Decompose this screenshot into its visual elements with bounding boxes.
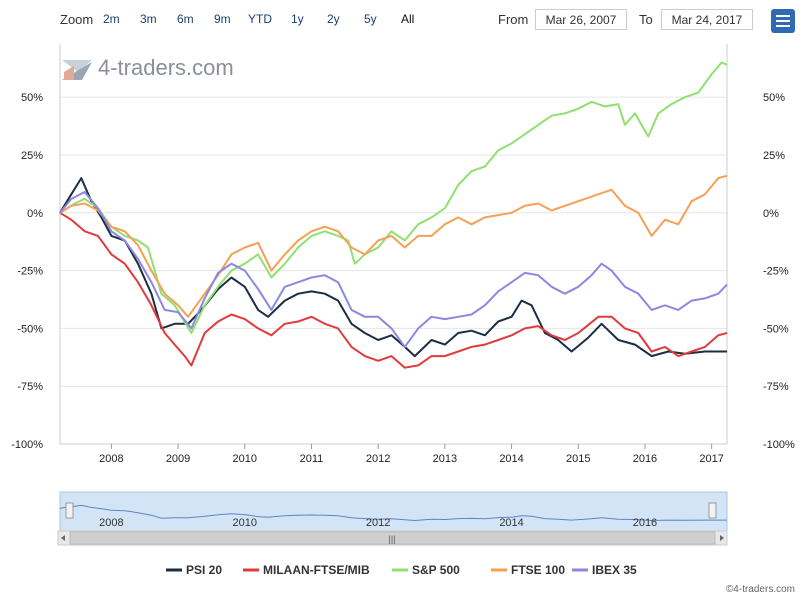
- x-tick-label: 2016: [633, 453, 657, 465]
- series-lines: [59, 61, 728, 369]
- menu-icon-bar: [776, 25, 790, 27]
- watermark: 4-traders.com: [62, 55, 234, 80]
- navigator-year-label: 2016: [633, 517, 657, 529]
- y-tick-label-right: -50%: [763, 323, 789, 335]
- navigator-right-handle[interactable]: [708, 502, 717, 519]
- scrollbar-thumb[interactable]: [69, 531, 716, 545]
- credit-text: ©4-traders.com: [725, 584, 795, 595]
- chart-menu-button[interactable]: [771, 9, 795, 33]
- y-tick-label-right: -25%: [763, 266, 789, 278]
- navigator-year-label: 2010: [233, 517, 257, 529]
- range-toolbar: Zoom 2m 3m 6m 9m YTD 1y 2y 5y All From M…: [0, 0, 805, 40]
- from-date-input[interactable]: Mar 26, 2007: [535, 9, 627, 30]
- y-tick-label-right: 50%: [763, 92, 785, 104]
- legend: PSI 20 MILAAN-FTSE/MIB S&P 500 FTSE 100 IBEX…: [166, 563, 637, 577]
- zoom-label: Zoom: [60, 12, 94, 27]
- series-line-milaan-ftse-mib: [59, 211, 728, 369]
- x-tick-label: 2012: [366, 453, 390, 465]
- series-line-ftse-100: [59, 174, 728, 318]
- y-tick-label-left: 0%: [27, 208, 43, 220]
- zoom-1y-button[interactable]: 1y: [291, 12, 304, 26]
- grid-lines: [60, 96, 727, 445]
- y-tick-label-left: 50%: [21, 92, 43, 104]
- zoom-6m-button[interactable]: 6m: [177, 12, 194, 26]
- plot-area: [59, 44, 728, 445]
- zoom-ytd-button[interactable]: YTD: [248, 12, 272, 26]
- y-axis-right: 50% 25% 0% -25% -50% -75% -100%: [763, 92, 795, 451]
- zoom-all-button[interactable]: All: [401, 12, 415, 26]
- y-tick-label-right: 25%: [763, 150, 785, 162]
- zoom-9m-button[interactable]: 9m: [214, 12, 231, 26]
- legend-item[interactable]: FTSE 100: [511, 563, 565, 577]
- zoom-2m-button[interactable]: 2m: [103, 12, 120, 26]
- legend-item[interactable]: S&P 500: [412, 563, 460, 577]
- x-axis: 2008 2009 2010 2011 2012 2013 2014 2015 2016 2017: [99, 444, 724, 465]
- navigator-year-label: 2014: [499, 517, 523, 529]
- navigator-window[interactable]: [59, 491, 728, 532]
- x-tick-label: 2014: [499, 453, 523, 465]
- from-label: From: [498, 12, 529, 27]
- x-tick-label: 2008: [99, 453, 123, 465]
- legend-item[interactable]: IBEX 35: [592, 563, 637, 577]
- y-tick-label-left: -25%: [17, 266, 43, 278]
- y-tick-label-right: -100%: [763, 439, 795, 451]
- zoom-3m-button[interactable]: 3m: [140, 12, 157, 26]
- navigator-year-label: 2008: [99, 517, 123, 529]
- legend-item[interactable]: PSI 20: [186, 563, 222, 577]
- navigator[interactable]: 2008 2010 2012 2014 2016 |||: [57, 491, 728, 546]
- x-tick-label: 2013: [433, 453, 457, 465]
- scrollbar-grip: |||: [388, 534, 395, 544]
- x-tick-label: 2017: [699, 453, 723, 465]
- legend-item[interactable]: MILAAN-FTSE/MIB: [263, 563, 370, 577]
- y-tick-label-left: -50%: [17, 323, 43, 335]
- scroll-right-icon[interactable]: [720, 535, 724, 541]
- to-label: To: [639, 12, 653, 27]
- y-tick-label-right: 0%: [763, 208, 779, 220]
- y-tick-label-right: -75%: [763, 381, 789, 393]
- series-line-s-p-500: [59, 61, 728, 334]
- zoom-2y-button[interactable]: 2y: [327, 12, 340, 26]
- navigator-labels: 2008 2010 2012 2014 2016: [99, 517, 657, 529]
- menu-icon-bar: [776, 20, 790, 22]
- y-tick-label-left: -100%: [11, 439, 43, 451]
- navigator-year-label: 2012: [366, 517, 390, 529]
- to-date-input[interactable]: Mar 24, 2017: [661, 9, 753, 30]
- x-tick-label: 2010: [233, 453, 257, 465]
- navigator-left-handle[interactable]: [65, 502, 74, 519]
- watermark-text: 4-traders.com: [98, 55, 234, 80]
- scroll-left-icon[interactable]: [61, 535, 65, 541]
- y-tick-label-left: 25%: [21, 150, 43, 162]
- series-line-psi-20: [59, 177, 727, 358]
- zoom-5y-button[interactable]: 5y: [364, 12, 377, 26]
- navigator-series: [59, 504, 727, 522]
- x-tick-label: 2015: [566, 453, 590, 465]
- y-axis-left: 50% 25% 0% -25% -50% -75% -100%: [11, 92, 43, 451]
- x-tick-label: 2011: [300, 453, 324, 465]
- x-tick-label: 2009: [166, 453, 190, 465]
- y-tick-label-left: -75%: [17, 381, 43, 393]
- series-line-ibex-35: [59, 191, 728, 348]
- menu-icon: [776, 15, 790, 17]
